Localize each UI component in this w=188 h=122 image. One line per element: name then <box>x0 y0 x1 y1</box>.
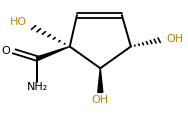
Text: OH: OH <box>167 34 184 44</box>
Polygon shape <box>98 68 103 92</box>
Polygon shape <box>36 46 70 60</box>
Text: O: O <box>2 46 11 56</box>
Text: NH₂: NH₂ <box>27 81 48 92</box>
Text: OH: OH <box>92 95 109 105</box>
Text: HO: HO <box>10 17 27 27</box>
